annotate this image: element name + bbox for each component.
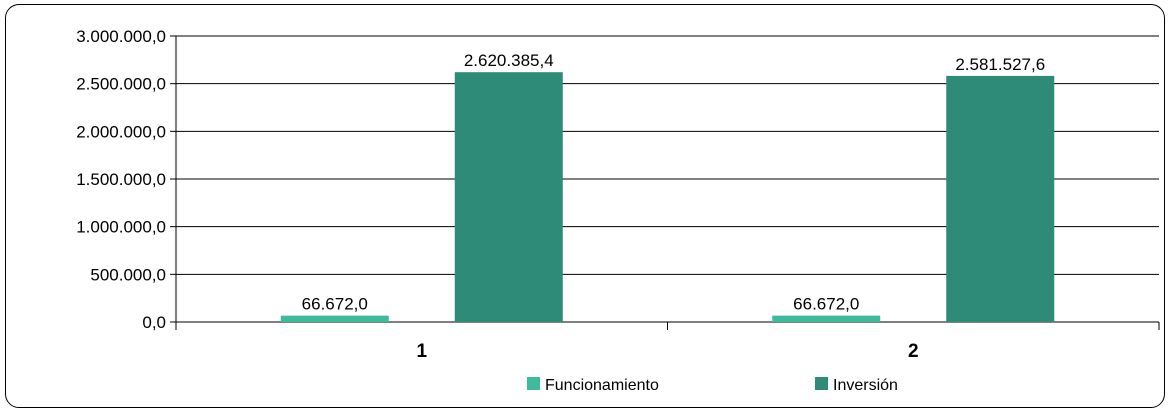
y-tick-label: 3.000.000,0: [76, 27, 166, 46]
y-tick-label: 2.000.000,0: [76, 122, 166, 141]
bar: [280, 315, 389, 322]
legend-swatch: [527, 377, 540, 390]
legend-label: Funcionamiento: [545, 377, 659, 394]
data-label: 2.581.527,6: [955, 55, 1045, 74]
y-tick-label: 0,0: [142, 313, 166, 332]
bar: [454, 72, 563, 322]
x-category-label: 1: [416, 341, 427, 362]
legend-swatch: [815, 377, 828, 390]
x-category-label: 2: [908, 341, 919, 362]
y-tick-label: 1.500.000,0: [76, 170, 166, 189]
y-tick-label: 1.000.000,0: [76, 218, 166, 237]
data-label: 66.672,0: [793, 295, 859, 314]
bar: [946, 75, 1055, 322]
data-label: 2.620.385,4: [464, 51, 554, 70]
y-tick-label: 500.000,0: [90, 265, 166, 284]
y-tick-label: 2.500.000,0: [76, 75, 166, 94]
legend-label: Inversión: [833, 377, 898, 394]
bar: [772, 315, 881, 322]
data-label: 66.672,0: [302, 295, 368, 314]
